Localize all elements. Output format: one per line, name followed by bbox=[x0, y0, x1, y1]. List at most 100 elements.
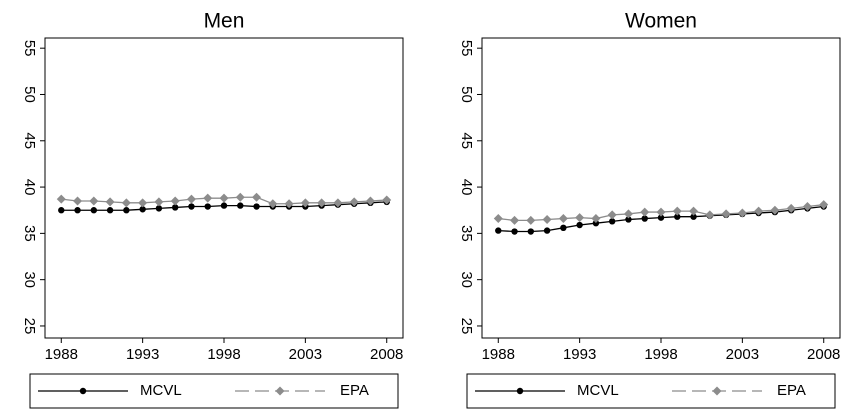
x-tick-label: 2003 bbox=[726, 346, 759, 363]
x-tick-label: 1998 bbox=[207, 346, 240, 363]
y-tick-label: 50 bbox=[21, 86, 38, 103]
data-point bbox=[155, 205, 163, 212]
data-point bbox=[625, 216, 632, 223]
data-point bbox=[495, 227, 502, 234]
data-point bbox=[674, 213, 681, 220]
data-point bbox=[623, 209, 633, 219]
data-point bbox=[786, 203, 796, 213]
data-point bbox=[737, 208, 747, 218]
data-point bbox=[219, 193, 229, 203]
y-tick-label: 45 bbox=[458, 132, 475, 149]
data-point bbox=[493, 214, 503, 224]
data-point bbox=[672, 206, 682, 216]
data-point bbox=[253, 203, 260, 210]
data-point bbox=[511, 228, 518, 235]
chart-title: Men bbox=[204, 10, 245, 33]
data-point bbox=[317, 198, 327, 208]
data-point bbox=[526, 215, 536, 225]
x-tick-label: 2008 bbox=[370, 346, 403, 363]
data-point bbox=[138, 198, 148, 208]
y-tick-label: 55 bbox=[458, 40, 475, 57]
legend-label: EPA bbox=[340, 382, 369, 399]
data-point bbox=[139, 206, 146, 213]
data-point bbox=[690, 213, 697, 220]
y-tick-label: 25 bbox=[21, 318, 38, 335]
data-point bbox=[542, 214, 552, 224]
data-point bbox=[105, 197, 115, 207]
data-point bbox=[349, 197, 359, 207]
data-point bbox=[56, 194, 66, 204]
legend-box bbox=[29, 373, 399, 409]
data-point bbox=[203, 193, 213, 203]
legend-box bbox=[466, 373, 836, 409]
y-tick-label: 50 bbox=[458, 86, 475, 103]
y-tick-label: 55 bbox=[21, 40, 38, 57]
data-point bbox=[705, 210, 715, 220]
x-tick-label: 1993 bbox=[563, 346, 596, 363]
data-point bbox=[689, 206, 699, 216]
x-tick-label: 1988 bbox=[45, 346, 78, 363]
data-point bbox=[592, 219, 600, 227]
data-point bbox=[58, 207, 65, 214]
data-point bbox=[237, 202, 244, 209]
data-point bbox=[721, 209, 731, 219]
plot-frame bbox=[481, 37, 841, 339]
data-point bbox=[300, 198, 310, 208]
data-point bbox=[641, 215, 648, 222]
data-point bbox=[252, 192, 262, 202]
legend-label: MCVL bbox=[577, 382, 619, 399]
data-point bbox=[819, 200, 829, 210]
legend-label: MCVL bbox=[140, 382, 182, 399]
x-tick-label: 2003 bbox=[289, 346, 322, 363]
data-point bbox=[754, 206, 764, 216]
data-point bbox=[543, 227, 551, 234]
chart-title: Women bbox=[625, 10, 697, 33]
data-point bbox=[365, 196, 375, 206]
data-point bbox=[333, 198, 343, 208]
legend-marker bbox=[516, 387, 524, 395]
data-point bbox=[154, 197, 164, 207]
data-point bbox=[204, 203, 211, 210]
data-point bbox=[123, 207, 130, 214]
x-tick-label: 1998 bbox=[644, 346, 677, 363]
data-point bbox=[188, 203, 195, 210]
data-point bbox=[607, 210, 617, 220]
data-point bbox=[575, 213, 585, 223]
data-point bbox=[89, 196, 99, 206]
data-point bbox=[170, 196, 180, 206]
data-point bbox=[235, 192, 245, 202]
data-point bbox=[73, 196, 83, 206]
legend-marker bbox=[79, 387, 87, 395]
y-tick-label: 45 bbox=[21, 132, 38, 149]
y-tick-label: 40 bbox=[458, 179, 475, 196]
data-point bbox=[591, 214, 601, 224]
data-point bbox=[268, 199, 278, 209]
y-tick-label: 30 bbox=[21, 271, 38, 288]
data-point bbox=[656, 207, 666, 217]
data-point bbox=[802, 202, 812, 212]
data-point bbox=[171, 204, 179, 211]
data-point bbox=[770, 205, 780, 215]
legend-marker bbox=[712, 386, 722, 396]
y-tick-label: 35 bbox=[458, 225, 475, 242]
x-tick-label: 2008 bbox=[807, 346, 840, 363]
data-point bbox=[527, 228, 535, 235]
y-tick-label: 35 bbox=[21, 225, 38, 242]
x-tick-label: 1993 bbox=[126, 346, 159, 363]
data-point bbox=[510, 215, 520, 225]
data-point bbox=[74, 207, 81, 214]
data-point bbox=[608, 218, 616, 225]
data-point bbox=[284, 199, 294, 209]
data-point bbox=[121, 198, 131, 208]
data-point bbox=[657, 214, 665, 221]
data-point bbox=[382, 195, 392, 205]
y-tick-label: 25 bbox=[458, 318, 475, 335]
x-tick-label: 1988 bbox=[482, 346, 515, 363]
data-point bbox=[558, 214, 568, 224]
legend-marker bbox=[275, 386, 285, 396]
data-point bbox=[220, 202, 228, 209]
y-tick-label: 30 bbox=[458, 271, 475, 288]
legend-label: EPA bbox=[777, 382, 806, 399]
plot-frame bbox=[44, 37, 404, 339]
